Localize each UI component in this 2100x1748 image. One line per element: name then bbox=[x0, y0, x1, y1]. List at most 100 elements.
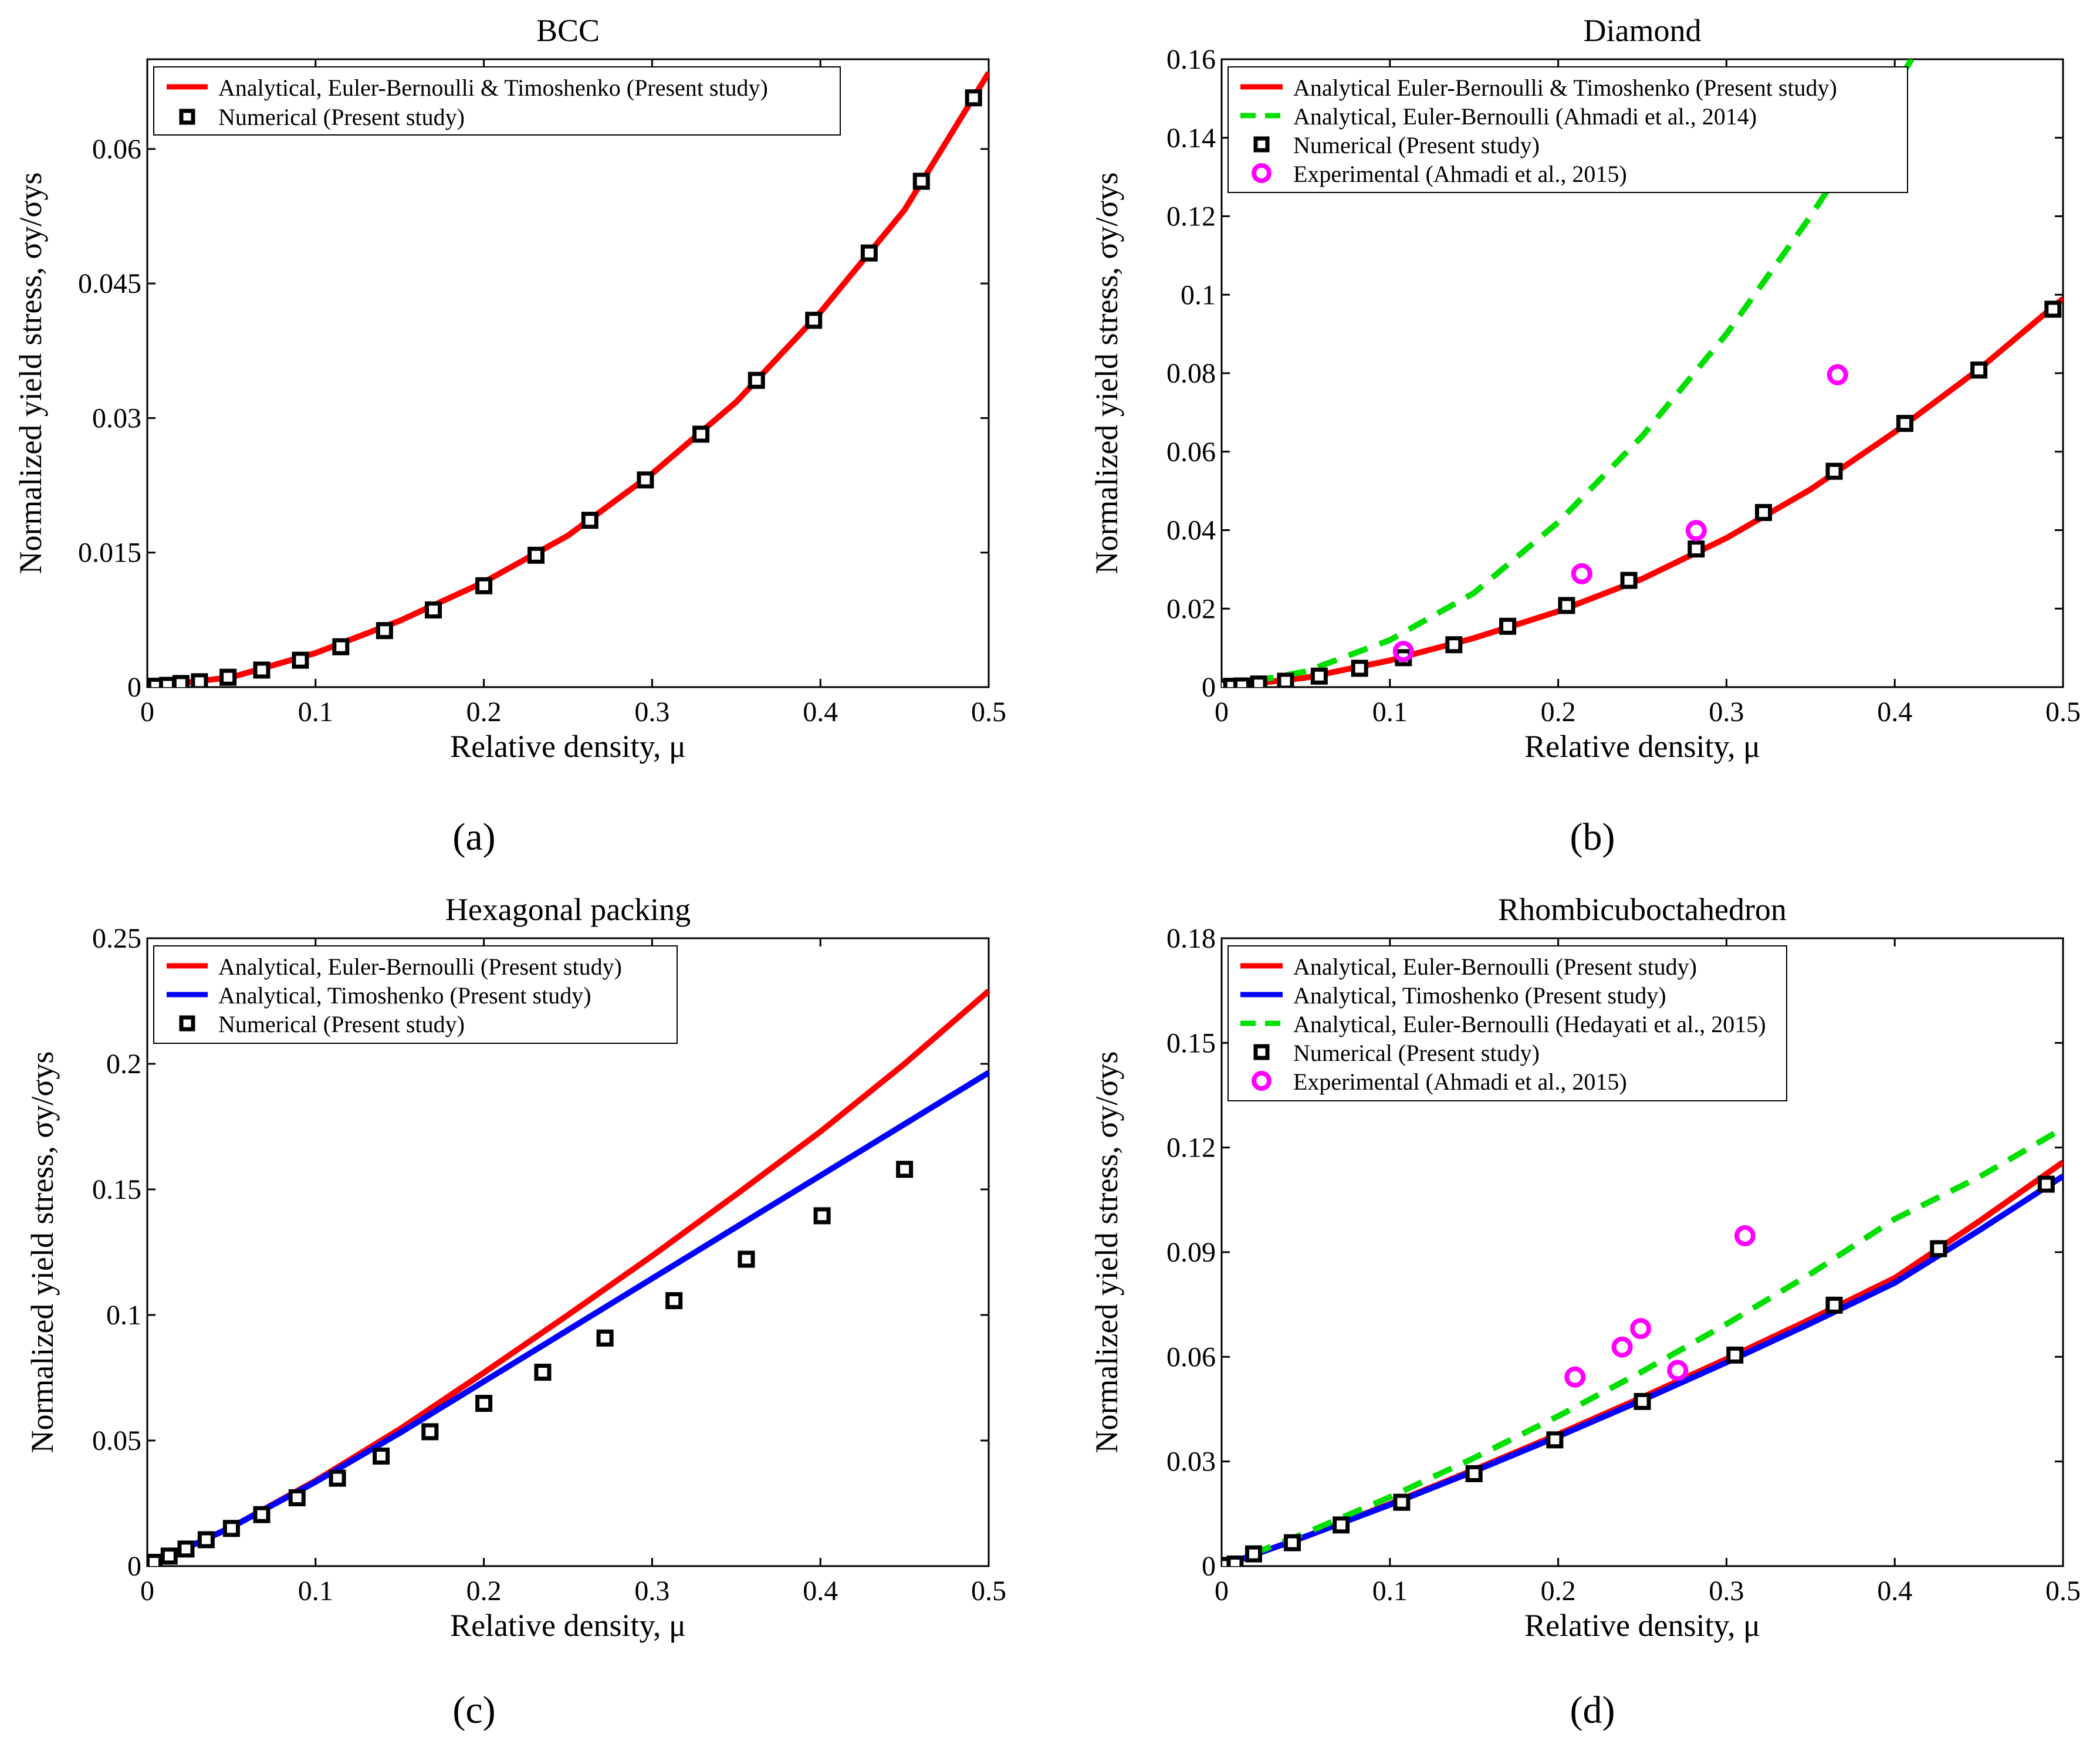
legend-label: Analytical, Euler-Bernoulli (Present stu… bbox=[1293, 954, 1697, 980]
data-point-experimental bbox=[1630, 1318, 1652, 1340]
data-point-numerical bbox=[1499, 617, 1517, 635]
y-tick-label: 0.16 bbox=[1166, 44, 1216, 75]
panel-a: BCC 0 0.1 0.2 0.3 0.4 0.5 0 0.015 0.03 0.045 0.06… bbox=[13, 13, 1006, 858]
panel-c: Hexagonal packing 0 0.1 0.2 0.3 0.4 0.5 0 0.05… bbox=[25, 892, 1006, 1732]
legend-label: Analytical Euler-Bernoulli & Timoshenko … bbox=[1293, 75, 1837, 101]
data-point-numerical bbox=[222, 1520, 240, 1537]
data-point-numerical bbox=[1688, 540, 1705, 558]
y-ticks: 0 0.02 0.04 0.06 0.08 0.1 0.12 0.14 0.16 bbox=[1166, 44, 2063, 703]
panel-label-c: (c) bbox=[452, 1689, 495, 1732]
chart-title: BCC bbox=[536, 13, 600, 48]
legend-box bbox=[1227, 66, 1908, 193]
legend-label: Experimental (Ahmadi et al., 2015) bbox=[1293, 161, 1627, 187]
data-point-numerical bbox=[581, 512, 598, 529]
x-tick-label: 0.3 bbox=[634, 697, 669, 728]
y-ticks: 0 0.05 0.1 0.15 0.2 0.25 bbox=[92, 923, 989, 1582]
data-point-numerical bbox=[1351, 660, 1368, 677]
x-tick-label: 0.4 bbox=[1877, 1575, 1912, 1607]
data-point-numerical bbox=[534, 1364, 552, 1381]
data-point-numerical bbox=[421, 1423, 439, 1441]
y-ticks: 0 0.015 0.03 0.045 0.06 bbox=[78, 134, 989, 703]
x-tick-label: 0.3 bbox=[1709, 1575, 1744, 1607]
x-tick-label: 0.4 bbox=[1877, 697, 1912, 728]
panel-label-b: (b) bbox=[1570, 816, 1615, 858]
x-tick-label: 0.5 bbox=[971, 1575, 1006, 1607]
legend: Analytical, Euler-Bernoulli (Present stu… bbox=[153, 945, 678, 1044]
data-point-numerical bbox=[1970, 361, 1988, 379]
x-tick-label: 0.1 bbox=[1372, 1575, 1408, 1607]
x-axis-label: Relative density, μ bbox=[1524, 1608, 1760, 1643]
data-point-numerical bbox=[253, 1506, 270, 1523]
series-line bbox=[147, 71, 989, 687]
x-tick-label: 0 bbox=[140, 697, 154, 728]
x-tick-label: 0 bbox=[140, 1575, 154, 1607]
x-ticks: 0 0.1 0.2 0.3 0.4 0.5 bbox=[1215, 59, 2081, 728]
legend-label: Analytical, Euler-Bernoulli (Ahmadi et a… bbox=[1293, 103, 1757, 130]
data-point-experimental bbox=[1685, 520, 1707, 542]
y-tick-label: 0 bbox=[127, 1551, 141, 1582]
legend: Analytical, Euler-Bernoulli & Timoshenko… bbox=[153, 66, 841, 136]
series-markers bbox=[1222, 1175, 2055, 1566]
x-tick-label: 0.3 bbox=[1709, 697, 1744, 728]
y-tick-label: 0.06 bbox=[1166, 437, 1216, 468]
y-tick-label: 0.06 bbox=[92, 134, 141, 165]
data-point-numerical bbox=[1620, 572, 1638, 589]
series-line bbox=[147, 1070, 989, 1566]
legend-marker-experimental bbox=[1252, 163, 1272, 183]
y-tick-label: 0.03 bbox=[1166, 1446, 1216, 1477]
data-point-numerical bbox=[748, 371, 765, 389]
data-point-numerical bbox=[692, 425, 710, 443]
data-point-numerical bbox=[197, 1531, 215, 1548]
y-tick-label: 0.05 bbox=[92, 1425, 141, 1456]
data-point-numerical bbox=[1233, 677, 1250, 687]
legend-label: Numerical (Present study) bbox=[1293, 1040, 1540, 1066]
data-point-numerical bbox=[860, 244, 878, 262]
x-ticks: 0 0.1 0.2 0.3 0.4 0.5 bbox=[140, 938, 1006, 1607]
data-point-numerical bbox=[596, 1329, 614, 1347]
y-axis-label: Normalized yield stress, σy/σys bbox=[1089, 172, 1124, 574]
legend-box bbox=[153, 66, 841, 136]
y-tick-label: 0 bbox=[1202, 672, 1216, 703]
legend-box bbox=[153, 945, 678, 1044]
y-axis-label: Normalized yield stress, σy/σys bbox=[13, 172, 48, 574]
y-tick-label: 0.08 bbox=[1166, 358, 1216, 389]
y-tick-label: 0.02 bbox=[1166, 593, 1216, 624]
y-tick-label: 0.1 bbox=[1181, 279, 1216, 310]
data-point-numerical bbox=[329, 1469, 346, 1487]
x-tick-label: 0.2 bbox=[466, 697, 502, 728]
data-point-numerical bbox=[1283, 1534, 1301, 1551]
x-tick-label: 0.2 bbox=[466, 1575, 502, 1607]
data-point-numerical bbox=[288, 1489, 306, 1507]
y-tick-label: 0.25 bbox=[92, 923, 141, 954]
x-tick-label: 0.5 bbox=[971, 697, 1006, 728]
y-tick-label: 0.04 bbox=[1166, 515, 1216, 546]
data-point-numerical bbox=[665, 1292, 683, 1310]
y-tick-label: 0 bbox=[127, 672, 141, 703]
data-point-numerical bbox=[965, 89, 982, 107]
data-point-numerical bbox=[1558, 597, 1575, 614]
data-point-numerical bbox=[1445, 636, 1463, 654]
series-lines bbox=[147, 71, 989, 687]
y-tick-label: 0 bbox=[1202, 1551, 1216, 1582]
legend-label: Numerical (Present study) bbox=[218, 104, 465, 130]
data-point-numerical bbox=[813, 1207, 831, 1225]
panel-label-a: (a) bbox=[452, 816, 495, 858]
plot-area bbox=[146, 58, 990, 688]
legend-box bbox=[1227, 945, 1787, 1101]
legend-label: Analytical, Euler-Bernoulli (Hedayati et… bbox=[1293, 1011, 1766, 1037]
data-point-numerical bbox=[219, 668, 237, 686]
y-tick-label: 0.06 bbox=[1166, 1341, 1216, 1372]
x-tick-label: 0.4 bbox=[803, 1575, 838, 1607]
data-point-numerical bbox=[2037, 1175, 2055, 1193]
panel-d: Rhombicuboctahedron 0 0.1 0.2 0.3 0.4 0.5 0 0.… bbox=[1089, 892, 2081, 1732]
y-tick-label: 0.03 bbox=[92, 403, 141, 434]
y-tick-label: 0.2 bbox=[106, 1049, 141, 1080]
data-point-numerical bbox=[1245, 1545, 1262, 1563]
x-ticks: 0 0.1 0.2 0.3 0.4 0.5 bbox=[1215, 938, 2081, 1607]
x-tick-label: 0.5 bbox=[2045, 1575, 2081, 1607]
data-point-experimental bbox=[1392, 641, 1414, 662]
y-tick-label: 0.12 bbox=[1166, 201, 1216, 232]
data-point-numerical bbox=[172, 675, 190, 687]
data-point-numerical bbox=[1825, 462, 1843, 480]
chart-title: Hexagonal packing bbox=[445, 892, 691, 927]
